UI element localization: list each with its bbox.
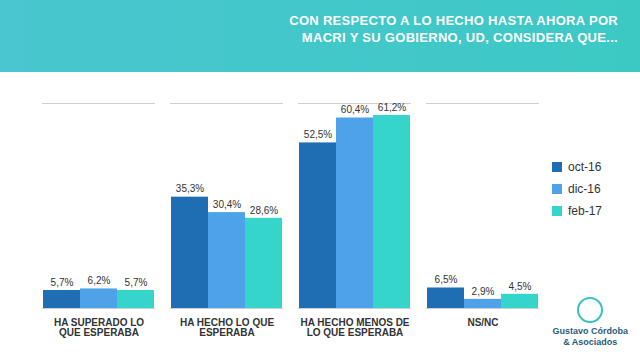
svg-text:4,5%: 4,5%: [509, 281, 532, 292]
svg-text:NS/NC: NS/NC: [467, 317, 498, 328]
svg-text:30,4%: 30,4%: [213, 199, 241, 210]
html-text:oct-16: oct-16: [568, 160, 602, 174]
svg-text:5,7%: 5,7%: [125, 277, 148, 288]
html-text:& Asociados: & Asociados: [563, 337, 618, 347]
svg-text:HA HECHO LO QUEESPERABA: HA HECHO LO QUEESPERABA: [180, 317, 274, 338]
svg-text:61,2%: 61,2%: [378, 102, 406, 113]
html-text:CON RESPECTO A LO HECHO HASTA: CON RESPECTO A LO HECHO HASTA AHORA POR …: [289, 13, 618, 45]
html-text:dic-16: dic-16: [568, 182, 601, 196]
svg-text:6,5%: 6,5%: [435, 274, 458, 285]
svg-text:52,5%: 52,5%: [304, 129, 332, 140]
svg-text:6,2%: 6,2%: [88, 275, 111, 286]
html-text:feb-17: feb-17: [568, 204, 602, 218]
html-text:Gustavo Córdoba: Gustavo Córdoba: [552, 326, 628, 336]
svg-text:HA HECHO MENOS DELO QUE ESPERA: HA HECHO MENOS DELO QUE ESPERABA: [300, 317, 409, 338]
svg-text:35,3%: 35,3%: [176, 183, 204, 194]
svg-text:5,7%: 5,7%: [51, 277, 74, 288]
svg-text:HA SUPERADO LOQUE ESPERABA: HA SUPERADO LOQUE ESPERABA: [54, 317, 144, 338]
svg-text:2,9%: 2,9%: [472, 286, 495, 297]
svg-text:28,6%: 28,6%: [250, 205, 278, 216]
svg-text:60,4%: 60,4%: [341, 104, 369, 115]
